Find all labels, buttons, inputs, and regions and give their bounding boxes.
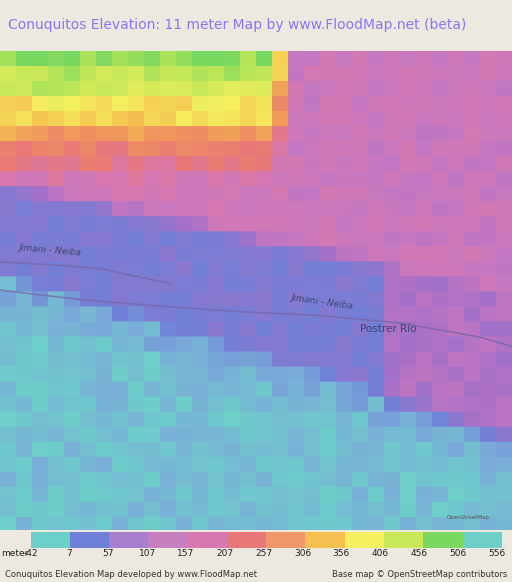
Text: Base map © OpenStreetMap contributors: Base map © OpenStreetMap contributors <box>332 570 507 579</box>
Text: 257: 257 <box>255 549 272 558</box>
Text: Jimani - Neiba: Jimani - Neiba <box>290 293 353 311</box>
Bar <box>227 532 266 548</box>
Bar <box>188 532 227 548</box>
Bar <box>345 532 384 548</box>
Text: 506: 506 <box>449 549 466 558</box>
Text: meter: meter <box>2 549 29 558</box>
Text: 356: 356 <box>333 549 350 558</box>
Bar <box>148 532 188 548</box>
Bar <box>384 532 423 548</box>
Text: Conuquitos Elevation: 11 meter Map by www.FloodMap.net (beta): Conuquitos Elevation: 11 meter Map by ww… <box>8 18 466 33</box>
Text: 157: 157 <box>177 549 195 558</box>
Text: 57: 57 <box>102 549 114 558</box>
Text: 306: 306 <box>294 549 311 558</box>
Bar <box>266 532 306 548</box>
Text: 556: 556 <box>488 549 505 558</box>
Text: Conuquitos Elevation Map developed by www.FloodMap.net: Conuquitos Elevation Map developed by ww… <box>5 570 257 579</box>
Text: 107: 107 <box>139 549 156 558</box>
Text: 406: 406 <box>372 549 389 558</box>
Text: 207: 207 <box>216 549 233 558</box>
Bar <box>70 532 109 548</box>
Bar <box>306 532 345 548</box>
Text: Postrer Río: Postrer Río <box>360 324 416 335</box>
Bar <box>31 532 70 548</box>
Bar <box>423 532 462 548</box>
Text: Jimani - Neiba: Jimani - Neiba <box>18 243 81 257</box>
Bar <box>462 532 502 548</box>
Text: -42: -42 <box>24 549 38 558</box>
Bar <box>109 532 148 548</box>
Text: 456: 456 <box>411 549 428 558</box>
Text: 7: 7 <box>67 549 72 558</box>
Text: OpenStreetMap: OpenStreetMap <box>447 515 490 520</box>
